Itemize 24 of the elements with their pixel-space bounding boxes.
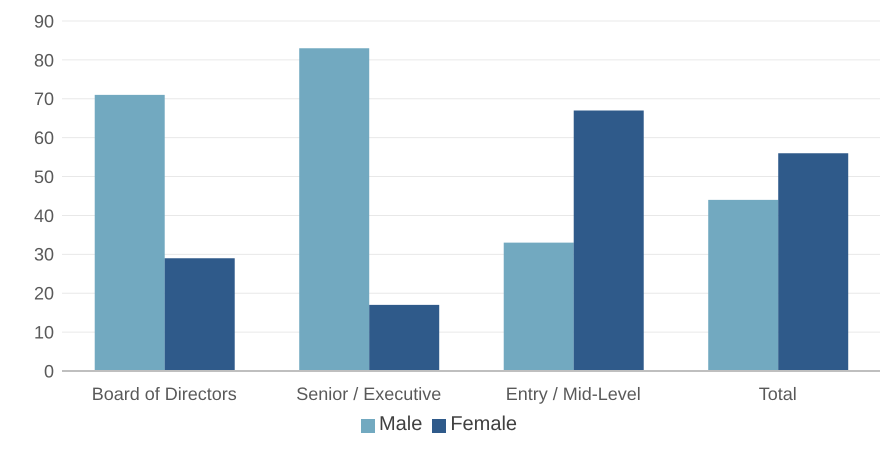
y-tick-label: 80: [34, 50, 54, 70]
bar: [369, 304, 440, 371]
y-tick-label: 70: [34, 89, 54, 110]
bar: [94, 94, 165, 371]
bar: [778, 153, 848, 371]
x-tick-label: Board of Directors: [92, 384, 237, 404]
bar: [299, 48, 370, 371]
legend-label: Female: [450, 413, 518, 435]
y-tick-label: 0: [44, 361, 54, 382]
y-tick-label: 50: [34, 166, 54, 187]
legend-label: Male: [378, 413, 422, 435]
bar: [708, 200, 778, 371]
x-tick-label: Senior / Executive: [296, 384, 442, 404]
bar: [504, 242, 574, 371]
y-tick-label: 60: [34, 128, 54, 148]
y-tick-label: 40: [34, 206, 54, 226]
y-tick-label: 90: [34, 11, 54, 32]
y-tick-label: 10: [34, 322, 54, 342]
x-tick-label: Total: [758, 384, 797, 404]
bar: [574, 110, 644, 371]
x-tick-label: Entry / Mid-Level: [506, 384, 641, 404]
y-tick-label: 30: [34, 244, 54, 265]
bar: [164, 258, 235, 371]
y-tick-label: 20: [34, 284, 54, 304]
